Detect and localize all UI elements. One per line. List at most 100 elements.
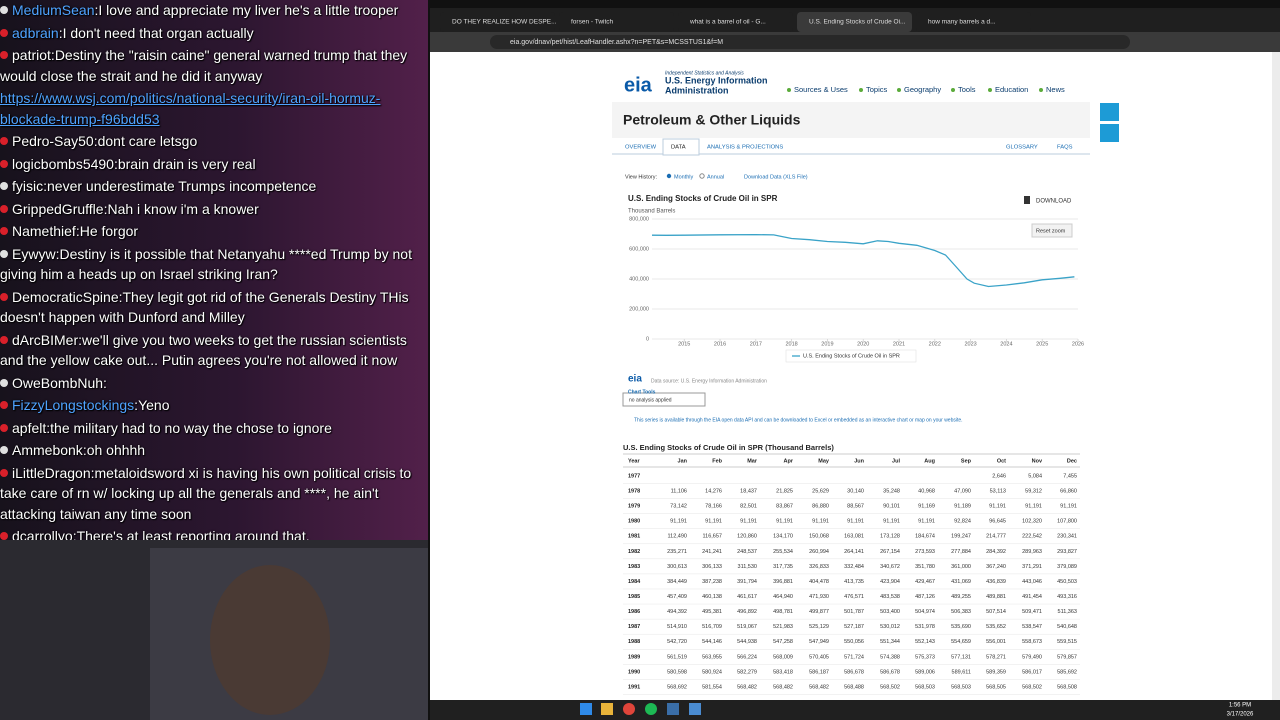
spotify-icon[interactable] xyxy=(645,703,657,715)
table-cell: 554,659 xyxy=(951,639,971,645)
browser-tab[interactable] xyxy=(440,12,555,32)
radio[interactable] xyxy=(699,173,705,179)
table-year: 1991 xyxy=(628,684,640,690)
chat-separator: : xyxy=(90,464,95,481)
nav-link[interactable]: Education xyxy=(995,85,1028,94)
table-cell: 586,017 xyxy=(1022,669,1042,675)
view-option[interactable]: Annual xyxy=(707,174,724,180)
nav-link[interactable]: Topics xyxy=(866,85,888,94)
nav-plus xyxy=(859,88,863,92)
app-icon[interactable] xyxy=(689,703,701,715)
chat-username: dcarrollyo xyxy=(12,528,73,540)
badge xyxy=(0,378,8,387)
chrome-icon[interactable] xyxy=(623,703,635,715)
start-icon[interactable] xyxy=(580,703,592,715)
browser-tab[interactable] xyxy=(678,12,793,32)
table-cell: 561,519 xyxy=(667,654,687,660)
badge xyxy=(0,227,8,235)
table-cell: 568,482 xyxy=(773,684,793,690)
table-cell: 387,238 xyxy=(702,579,722,585)
table-year: 1988 xyxy=(628,639,640,645)
table-cell: 527,187 xyxy=(844,624,864,630)
tab-title: forsen - Twitch xyxy=(571,19,614,26)
chat-username: adbrain xyxy=(12,24,59,41)
chat-text: He forgor xyxy=(79,223,139,239)
clock-time: 1:56 PM xyxy=(1229,703,1251,709)
y-tick-label: 800,000 xyxy=(629,216,649,222)
chat-link[interactable]: https://www.wsj.com/politics/national-se… xyxy=(0,90,381,127)
chart-download[interactable]: DOWNLOAD xyxy=(1036,199,1072,205)
table-cell: 535,690 xyxy=(951,624,971,630)
table-year: 1977 xyxy=(628,473,640,479)
page-tab[interactable]: OVERVIEW xyxy=(625,145,657,151)
table-cell: 568,482 xyxy=(737,684,757,690)
chat-text: we'll give you two weeks to get the russ… xyxy=(0,331,407,369)
table-cell: 25,629 xyxy=(812,489,829,495)
data-line xyxy=(651,233,1075,288)
browser-tab[interactable] xyxy=(916,12,1031,32)
download-link[interactable]: Download Data (XLS File) xyxy=(744,174,808,180)
table-cell: 404,478 xyxy=(809,579,829,585)
page-tab[interactable]: DATA xyxy=(671,145,686,151)
chat-message: dArcBIMer:we'll give you two weeks to ge… xyxy=(0,330,424,371)
chat-text: I love and appreciate my liver he's a li… xyxy=(98,2,399,18)
table-cell: 184,674 xyxy=(915,534,935,540)
table-cell: 317,735 xyxy=(773,564,793,570)
browser-tab[interactable] xyxy=(797,12,912,32)
nav-link[interactable]: Tools xyxy=(958,85,976,94)
table-cell: 78,166 xyxy=(705,504,722,510)
table-cell: 35,248 xyxy=(883,489,900,495)
table-cell: 436,839 xyxy=(986,579,1006,585)
page-title: Petroleum & Other Liquids xyxy=(623,112,801,128)
chat-username: iLittleDragon xyxy=(12,464,91,481)
table-header: Apr xyxy=(784,458,794,464)
nav-link[interactable]: Geography xyxy=(904,85,941,94)
nav-link[interactable]: News xyxy=(1046,85,1065,94)
view-option[interactable]: Monthly xyxy=(674,174,694,180)
share-x[interactable] xyxy=(1100,103,1119,121)
table-cell: 379,089 xyxy=(1057,564,1077,570)
legend-box xyxy=(785,349,917,363)
table-cell: 461,617 xyxy=(737,594,757,600)
table-cell: 367,240 xyxy=(986,564,1006,570)
table-header: May xyxy=(818,458,830,464)
page-tab[interactable]: GLOSSARY xyxy=(1006,145,1038,151)
table-cell: 496,892 xyxy=(737,609,757,615)
table-cell: 506,383 xyxy=(951,609,971,615)
reset-zoom-button[interactable] xyxy=(1031,223,1073,238)
table-cell: 150,068 xyxy=(809,534,829,540)
agency-name: U.S. Energy Information xyxy=(665,75,768,85)
table-cell: 91,191 xyxy=(918,519,935,525)
table-cell: 559,515 xyxy=(1057,639,1077,645)
badge xyxy=(0,468,8,477)
table-cell: 91,191 xyxy=(740,519,757,525)
radio[interactable] xyxy=(666,173,672,179)
x-tick-label: 2015 xyxy=(678,341,690,347)
browser-tab[interactable] xyxy=(559,12,674,32)
analysis-select[interactable] xyxy=(622,392,706,407)
table-cell: 396,881 xyxy=(773,579,793,585)
table-cell: 538,547 xyxy=(1022,624,1042,630)
share-facebook[interactable] xyxy=(1100,124,1119,142)
steam-icon[interactable] xyxy=(667,703,679,715)
chat-username: logicbombs5490 xyxy=(12,155,114,172)
x-tick-label: 2023 xyxy=(964,341,976,347)
table-header: Jun xyxy=(854,458,864,464)
badge xyxy=(0,249,8,258)
table-cell: 568,503 xyxy=(915,684,935,690)
table-cell: 585,692 xyxy=(1057,669,1077,675)
scrollbar[interactable] xyxy=(1272,52,1280,700)
eia-logo: eia xyxy=(624,74,653,96)
explorer-icon[interactable] xyxy=(601,703,613,715)
page-tab[interactable]: FAQS xyxy=(1057,145,1073,151)
nav-link[interactable]: Sources & Uses xyxy=(794,85,848,94)
chat-text: Destiny the "raisin caine" general warne… xyxy=(0,47,408,84)
table-cell: 91,191 xyxy=(812,519,829,525)
x-tick-label: 2025 xyxy=(1036,341,1048,347)
chat-message: Eywyw:Destiny is it possible that Netany… xyxy=(0,244,424,285)
page-tab[interactable]: ANALYSIS & PROJECTIONS xyxy=(707,145,783,151)
reset-zoom[interactable]: Reset zoom xyxy=(1036,228,1066,234)
address-bar[interactable] xyxy=(490,35,1130,49)
